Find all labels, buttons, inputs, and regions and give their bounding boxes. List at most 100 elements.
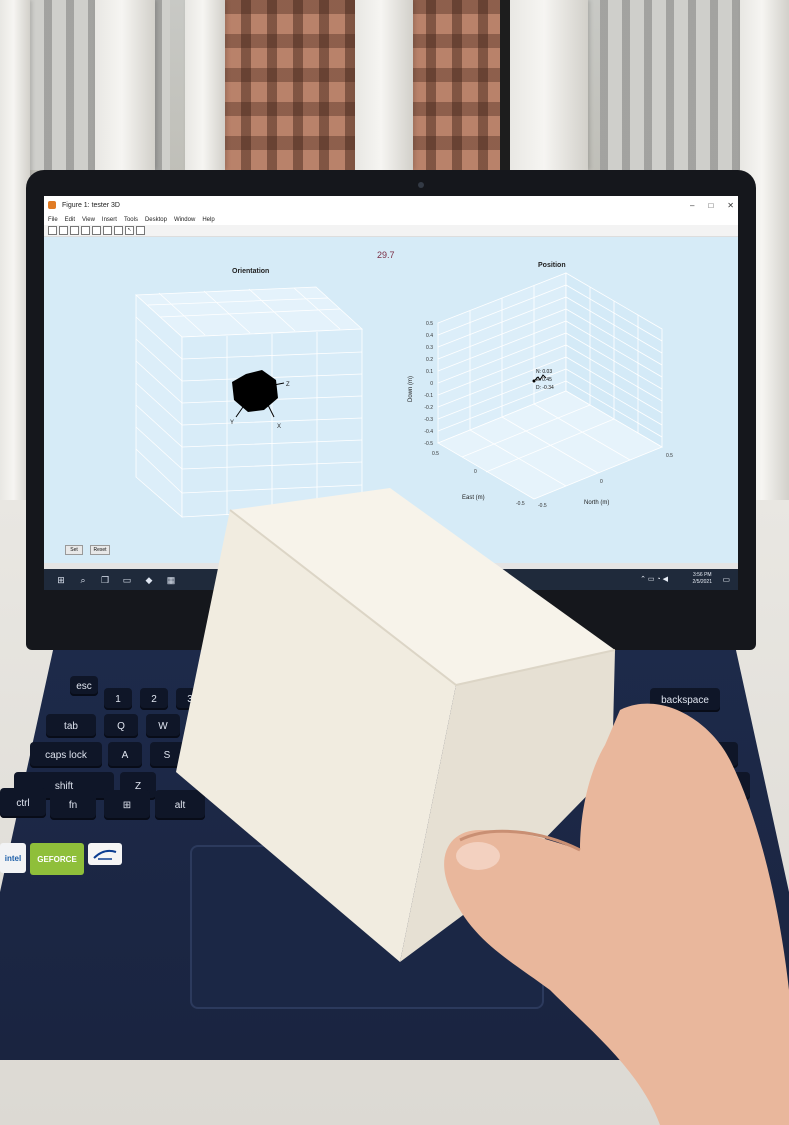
link-icon[interactable]	[92, 226, 101, 235]
position-grid-walls	[437, 284, 663, 438]
north-tick: -0.5	[538, 503, 547, 509]
new-figure-icon[interactable]	[48, 226, 57, 235]
task-view-icon[interactable]: ❐	[100, 574, 110, 585]
north-tick: 0.5	[666, 453, 673, 459]
window-blind	[95, 0, 155, 170]
window-titlebar: Figure 1: tester 3D – □ ✕	[44, 196, 738, 214]
down-tick: 0.1	[426, 369, 433, 375]
legend-icon[interactable]	[114, 226, 123, 235]
orientation-grid-side	[135, 316, 183, 494]
minimize-button[interactable]: –	[690, 200, 695, 210]
menu-file[interactable]: File	[48, 216, 58, 223]
menu-desktop[interactable]: Desktop	[144, 216, 167, 223]
east-tick: 0.5	[432, 451, 439, 457]
key-q[interactable]: Q	[104, 714, 138, 738]
key-w[interactable]: W	[146, 714, 180, 738]
x-axis-label: X	[277, 424, 281, 430]
save-icon[interactable]	[70, 226, 79, 235]
close-button[interactable]: ✕	[727, 200, 734, 210]
y-axis-line	[235, 396, 251, 418]
down-tick: -0.3	[424, 417, 433, 423]
brick-building	[400, 0, 510, 170]
menu-help[interactable]: Help	[202, 216, 215, 223]
window-blind	[185, 0, 225, 170]
key-1[interactable]: 1	[104, 688, 132, 710]
reset-button[interactable]: Reset	[90, 545, 110, 555]
open-icon[interactable]	[59, 226, 68, 235]
key-esc[interactable]: esc	[70, 676, 98, 696]
laptop-screen: Figure 1: tester 3D – □ ✕ File Edit View…	[44, 196, 738, 590]
position-grid-vertical	[469, 286, 639, 433]
cube-top-face	[230, 488, 615, 685]
figure-canvas: 29.7 Orientation Position X Y Z	[44, 237, 738, 563]
down-tick: -0.1	[424, 393, 433, 399]
property-editor-icon[interactable]	[136, 226, 145, 235]
orientation-grid-v	[226, 332, 318, 515]
set-button[interactable]: Set	[65, 545, 83, 555]
datatip-north: N: 0.03	[536, 369, 552, 375]
key-fn[interactable]: fn	[50, 790, 96, 820]
hand	[444, 703, 789, 1125]
down-tick: -0.2	[424, 405, 433, 411]
figure-taskbar-icon[interactable]: ▦	[166, 574, 176, 585]
position-marker	[532, 379, 536, 383]
system-tray-icons[interactable]: ⌃ ▭ ◔ ◀	[640, 576, 668, 583]
thumb-crease	[459, 829, 581, 852]
down-tick: 0.2	[426, 357, 433, 363]
nvidia-sticker: GEFORCE	[30, 843, 84, 875]
menu-edit[interactable]: Edit	[64, 216, 76, 223]
figure-value: 29.7	[377, 250, 395, 260]
thumbnail	[456, 842, 500, 870]
colorbar-icon[interactable]	[103, 226, 112, 235]
north-axis-label: North (m)	[584, 500, 609, 506]
down-tick: 0.4	[426, 333, 433, 339]
key-a[interactable]: A	[108, 742, 142, 768]
position-title: Position	[538, 262, 566, 269]
position-plot[interactable]: 0.5 0.4 0.3 0.2 0.1 0 -0.1 -0.2 -0.3 -0.…	[402, 267, 722, 537]
z-axis-line	[273, 382, 285, 386]
down-axis-label: Down (m)	[408, 376, 414, 402]
figure-toolbar: ↖	[44, 225, 738, 237]
x-axis-line	[259, 388, 275, 418]
key-2[interactable]: 2	[140, 688, 168, 710]
down-tick: 0	[430, 381, 433, 387]
energy-star-sticker	[88, 843, 122, 865]
pointer-icon[interactable]: ↖	[125, 226, 134, 235]
taskbar-clock[interactable]: 3:56 PM 2/5/2021	[693, 572, 712, 586]
foam-cube	[176, 488, 616, 962]
key-windows[interactable]: ⊞	[104, 790, 150, 820]
intel-sticker: intel	[0, 843, 26, 873]
menu-window[interactable]: Window	[173, 216, 196, 223]
orientation-plot[interactable]: X Y Z	[124, 277, 384, 527]
down-tick: 0.5	[426, 321, 433, 327]
window-controls: – □ ✕	[690, 196, 734, 214]
y-axis-label: Y	[230, 420, 234, 426]
notifications-icon[interactable]: ▭	[722, 575, 730, 584]
cube-front-face	[176, 510, 456, 962]
menu-insert[interactable]: Insert	[101, 216, 117, 223]
position-grid-floor	[461, 403, 631, 487]
key-caps-lock[interactable]: caps lock	[30, 742, 102, 768]
start-icon[interactable]: ⊞	[57, 574, 65, 585]
menu-tools[interactable]: Tools	[123, 216, 138, 223]
webcam-icon	[418, 182, 424, 188]
north-tick: 0	[600, 479, 603, 485]
down-tick: 0.3	[426, 345, 433, 351]
down-tick: -0.5	[424, 441, 433, 447]
print-icon[interactable]	[81, 226, 90, 235]
matlab-taskbar-icon[interactable]: ◆	[145, 574, 153, 585]
search-icon[interactable]: ⌕	[80, 574, 86, 585]
clock-date: 2/5/2021	[692, 579, 712, 585]
energy-star-icon	[93, 849, 117, 860]
menu-bar: File Edit View Insert Tools Desktop Wind…	[44, 214, 738, 225]
window-title: Figure 1: tester 3D	[62, 201, 120, 209]
key-tab[interactable]: tab	[46, 714, 96, 738]
maximize-button[interactable]: □	[708, 200, 714, 210]
datatip-down: D: -0.34	[536, 385, 554, 391]
east-tick: -0.5	[516, 501, 525, 507]
file-explorer-icon[interactable]: ▭	[122, 574, 132, 585]
key-ctrl[interactable]: ctrl	[0, 788, 46, 818]
window-blind	[508, 0, 588, 170]
menu-view[interactable]: View	[82, 216, 95, 223]
key-alt[interactable]: alt	[155, 790, 205, 820]
